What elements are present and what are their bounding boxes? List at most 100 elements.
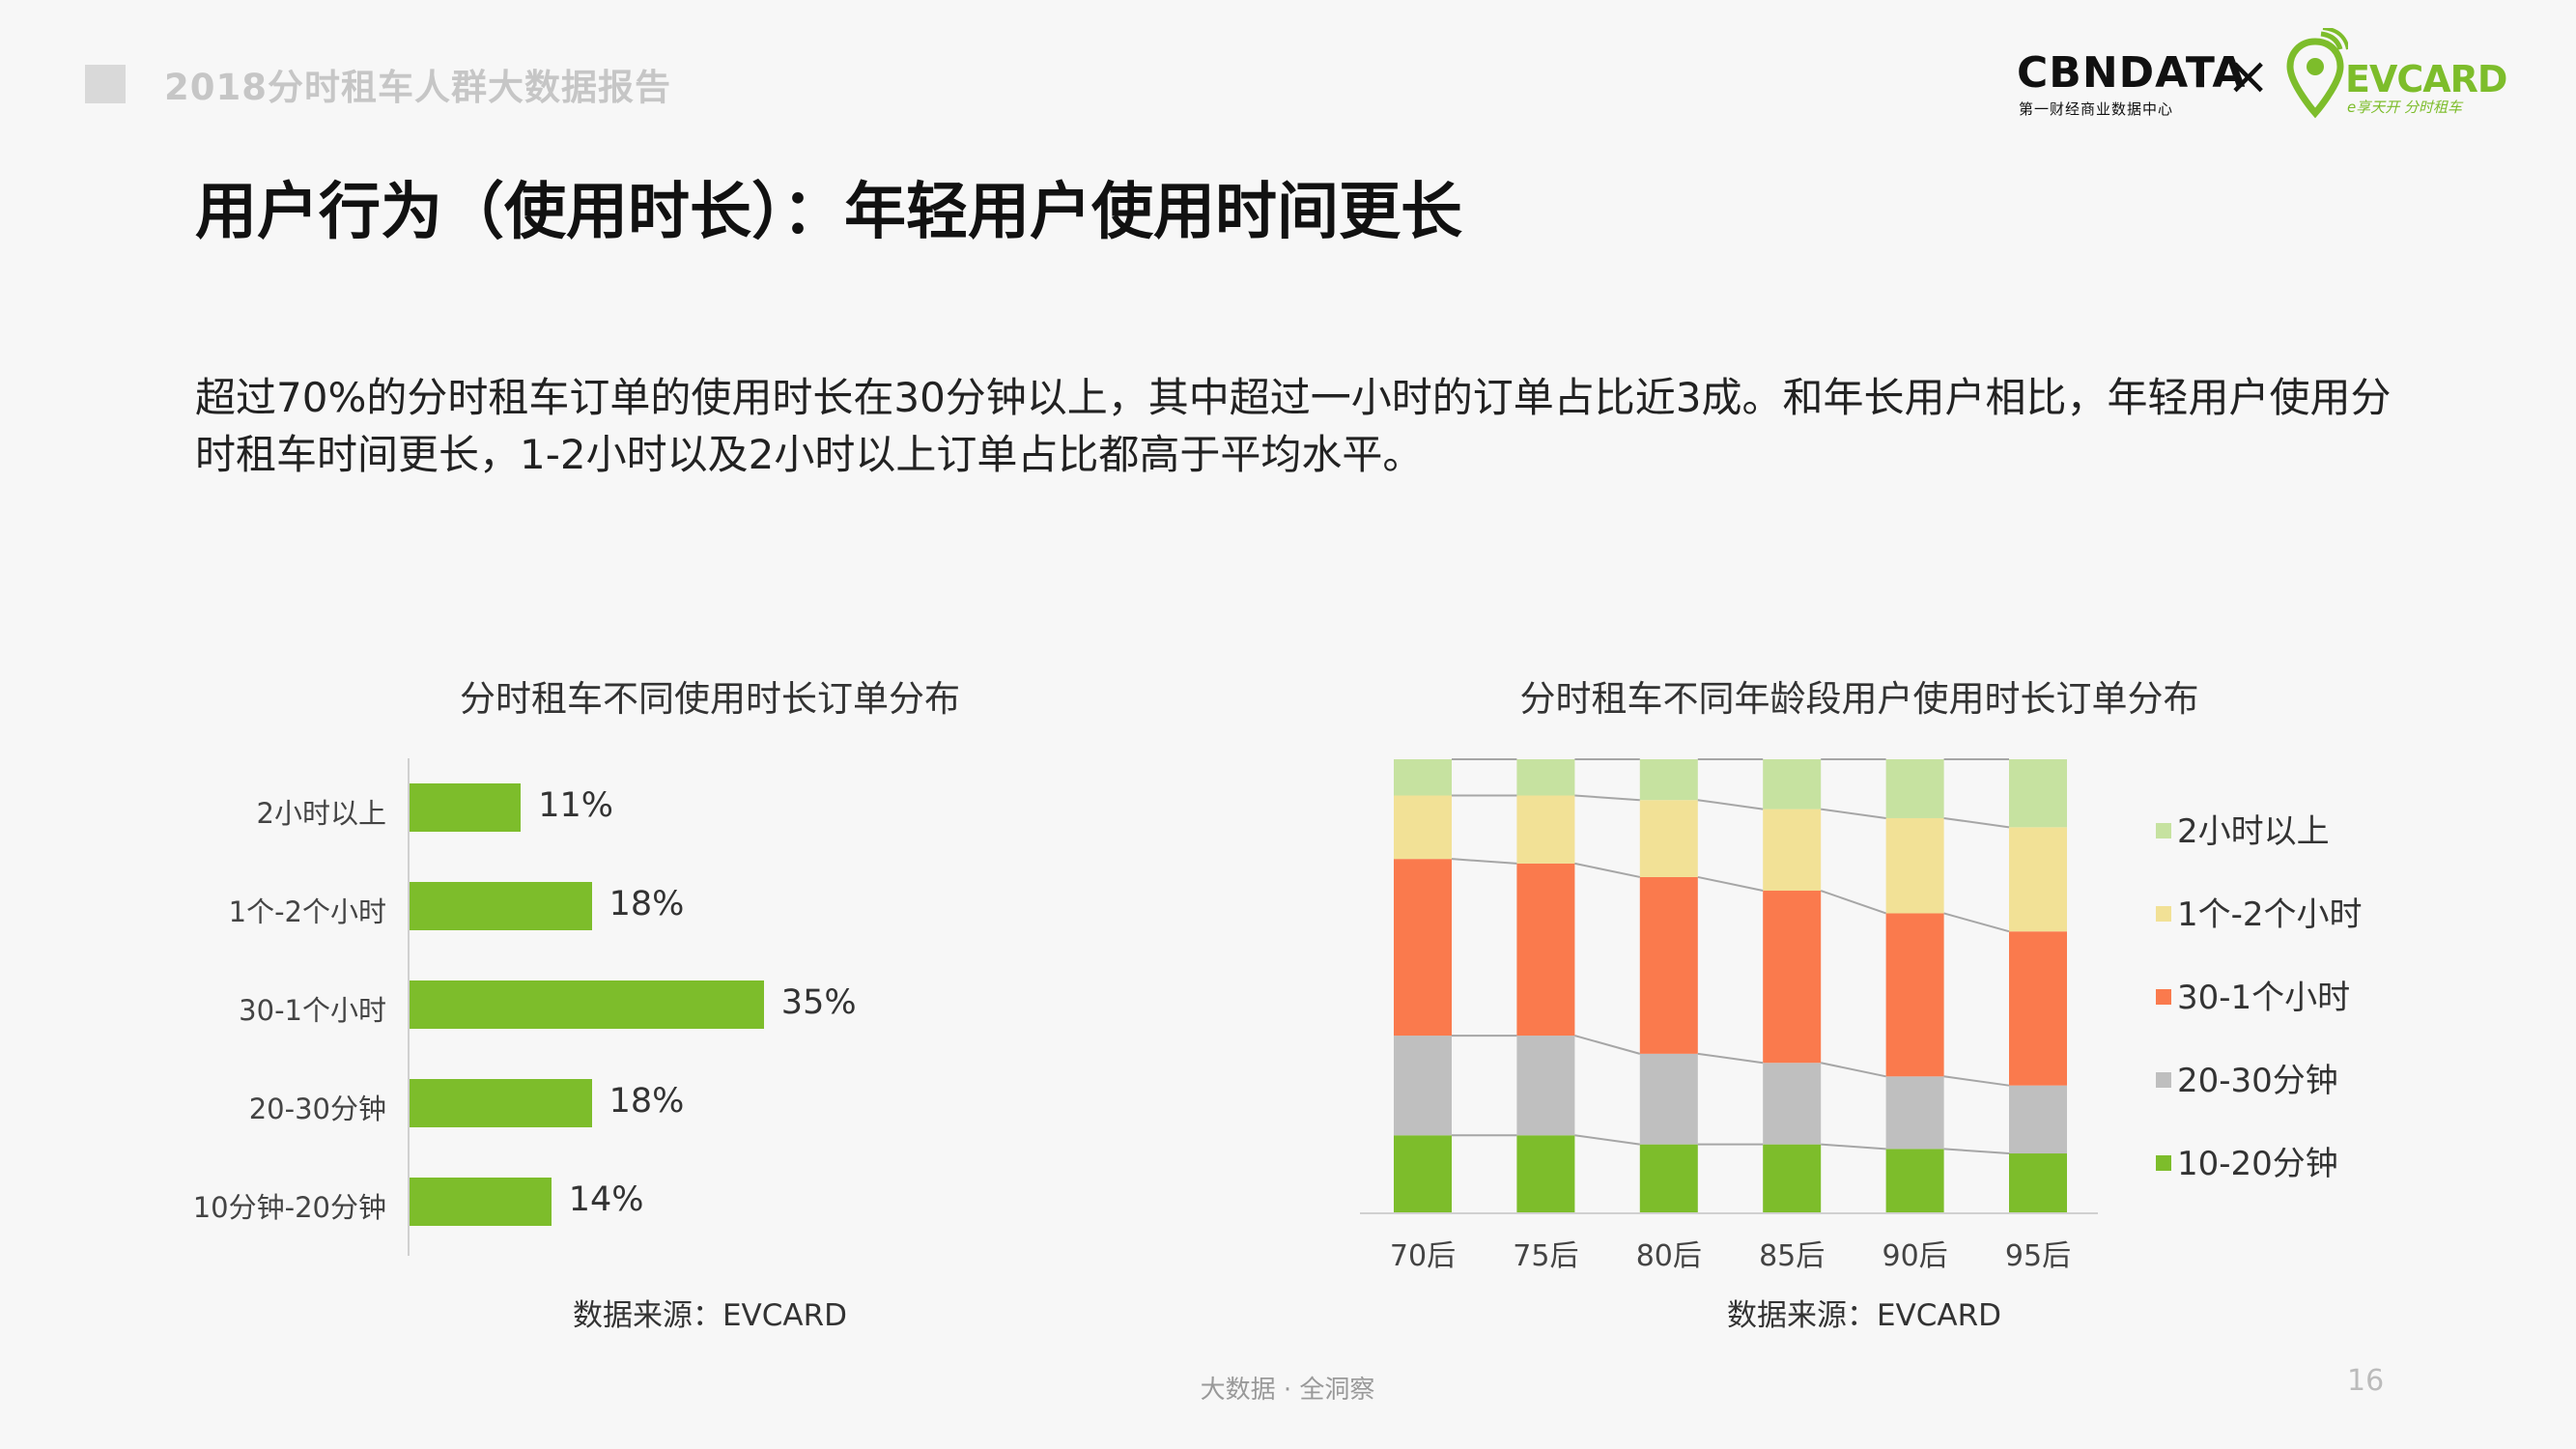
chart2-legend-item: 2小时以上: [2156, 805, 2330, 852]
chart1-bar: [410, 1178, 552, 1226]
chart1-category-label: 30-1个小时: [239, 994, 386, 1027]
report-title: 2018分时租车人群大数据报告: [164, 67, 671, 108]
chart2-segment: [1394, 859, 1452, 1037]
legend-swatch: [2156, 988, 2171, 1005]
chart2-source: 数据来源：EVCARD: [1726, 1298, 2002, 1333]
legend-label: 30-1个小时: [2177, 979, 2351, 1017]
legend-swatch: [2156, 822, 2171, 838]
chart2-category-label: 80后: [1635, 1239, 1702, 1273]
chart2-segment: [1763, 1063, 1822, 1145]
chart2-connector-line: [1574, 794, 1640, 802]
chart2-legend-item: 1个-2个小时: [2156, 888, 2363, 935]
chart2-connector-line: [1943, 1148, 2010, 1155]
chart2-connector-line: [1697, 875, 1764, 892]
partner-logos: CBNDATA 第一财经商业数据中心 × EVCARD e享天开 分时租车: [2009, 24, 2511, 121]
legend-label: 1个-2个小时: [2177, 895, 2363, 934]
legend-label: 2小时以上: [2177, 812, 2330, 851]
chart2-connector-line: [1574, 1134, 1640, 1146]
chart1-value-label: 11%: [538, 786, 614, 825]
legend-swatch: [2156, 1071, 2171, 1088]
chart2-segment: [1516, 1135, 1575, 1212]
chart2-segment: [1639, 800, 1698, 877]
body-paragraph: 超过70%的分时租车订单的使用时长在30分钟以上，其中超过一小时的订单占比近3成…: [195, 374, 2392, 478]
chart2-segment: [2009, 931, 2067, 1086]
chart2-title: 分时租车不同年龄段用户使用时长订单分布: [1519, 678, 2199, 720]
chart2-segment: [2009, 827, 2067, 932]
legend-label: 10-20分钟: [2177, 1145, 2338, 1183]
chart1-category-label: 10分钟-20分钟: [192, 1191, 386, 1224]
chart1-value-label: 35%: [780, 983, 857, 1022]
footer-tagline: 大数据 · 全洞察: [1200, 1376, 1375, 1405]
chart2-segment: [2009, 759, 2067, 828]
chart2-segment: [1394, 795, 1452, 860]
chart2-category-label: 95后: [2004, 1239, 2072, 1273]
chart2-connector-line: [1574, 1035, 1641, 1055]
chart2-segment: [2009, 1153, 2067, 1212]
chart2-segment: [1394, 1036, 1452, 1136]
legend-swatch: [2156, 905, 2171, 922]
cbndata-logo-subtitle: 第一财经商业数据中心: [2019, 100, 2174, 118]
chart1-value-label: 18%: [609, 1082, 685, 1121]
chart2-category-label: 90后: [1882, 1239, 1948, 1273]
chart2-category-label: 70后: [1389, 1239, 1457, 1273]
chart2-segment: [1763, 809, 1822, 892]
chart2-segment: [1763, 759, 1822, 810]
chart2-segment: [1885, 759, 1944, 818]
chart2-connector-line: [1943, 1075, 2010, 1087]
chart2-connector-line: [1451, 858, 1517, 865]
chart2-segment: [1516, 759, 1575, 796]
chart1-title: 分时租车不同使用时长订单分布: [460, 678, 960, 720]
chart2-segment: [1885, 1149, 1944, 1212]
chart2-connector-line: [1821, 808, 1886, 819]
chart2-segment: [1885, 1076, 1944, 1150]
chart1-category-label: 1个-2个小时: [228, 895, 386, 928]
evcard-logo-subtitle: e享天开 分时租车: [2347, 99, 2462, 116]
chart2-connector-line: [1820, 890, 1886, 915]
page-title: 用户行为（使用时长）：年轻用户使用时间更长: [195, 177, 1462, 248]
chart2-connector-line: [1697, 799, 1764, 810]
location-pin-icon: [2286, 28, 2348, 119]
chart2-segment: [1639, 876, 1698, 1054]
chart1-bar: [410, 980, 764, 1029]
chart2-connector-line: [1697, 1052, 1764, 1065]
chart2-legend-item: 30-1个小时: [2156, 971, 2350, 1018]
evcard-logo: EVCARD: [2345, 58, 2507, 100]
chart1-value-label: 18%: [609, 885, 685, 923]
chart1-category-label: 20-30分钟: [248, 1093, 386, 1125]
chart2-connector-line: [1574, 862, 1641, 878]
chart1-source: 数据来源：EVCARD: [572, 1298, 848, 1333]
cbndata-logo: CBNDATA: [2017, 48, 2247, 98]
chart2-legend-item: 10-20分钟: [2156, 1137, 2338, 1184]
chart2-connector-line: [1943, 816, 2010, 829]
chart1-category-label: 2小时以上: [256, 797, 386, 830]
chart2-segment: [1394, 1135, 1452, 1212]
chart2-legend-item: 20-30分钟: [2156, 1054, 2338, 1101]
chart1-bar: [410, 1079, 592, 1127]
header-square: [85, 65, 126, 103]
chart1-value-label: 14%: [568, 1180, 644, 1219]
chart1-axis: [408, 758, 410, 1256]
chart2-connector-line: [1943, 912, 2010, 933]
chart2-segment: [1639, 1053, 1698, 1145]
chart2-segment: [1516, 1036, 1575, 1136]
chart2-category-label: 85后: [1759, 1239, 1826, 1273]
collab-times-symbol: ×: [2226, 45, 2271, 106]
chart2-connector-line: [1821, 1143, 1886, 1151]
chart2-segment: [1885, 913, 1944, 1077]
chart2-segment: [1639, 759, 1698, 801]
chart2-segment: [2009, 1085, 2067, 1154]
legend-swatch: [2156, 1154, 2171, 1171]
chart2-segment: [1394, 759, 1452, 796]
chart2-category-label: 75后: [1513, 1239, 1579, 1273]
chart2-segment: [1885, 817, 1944, 914]
page-number: 16: [2347, 1364, 2385, 1398]
chart2-segment: [1763, 1144, 1822, 1212]
chart1-bar: [410, 882, 592, 930]
chart1-bar: [410, 783, 522, 832]
chart2-segment: [1516, 863, 1575, 1037]
chart2-segment: [1763, 891, 1822, 1064]
chart2-segment: [1516, 795, 1575, 864]
chart2-connector-line: [1820, 1062, 1886, 1078]
chart2-segment: [1639, 1144, 1698, 1212]
legend-label: 20-30分钟: [2177, 1062, 2338, 1100]
